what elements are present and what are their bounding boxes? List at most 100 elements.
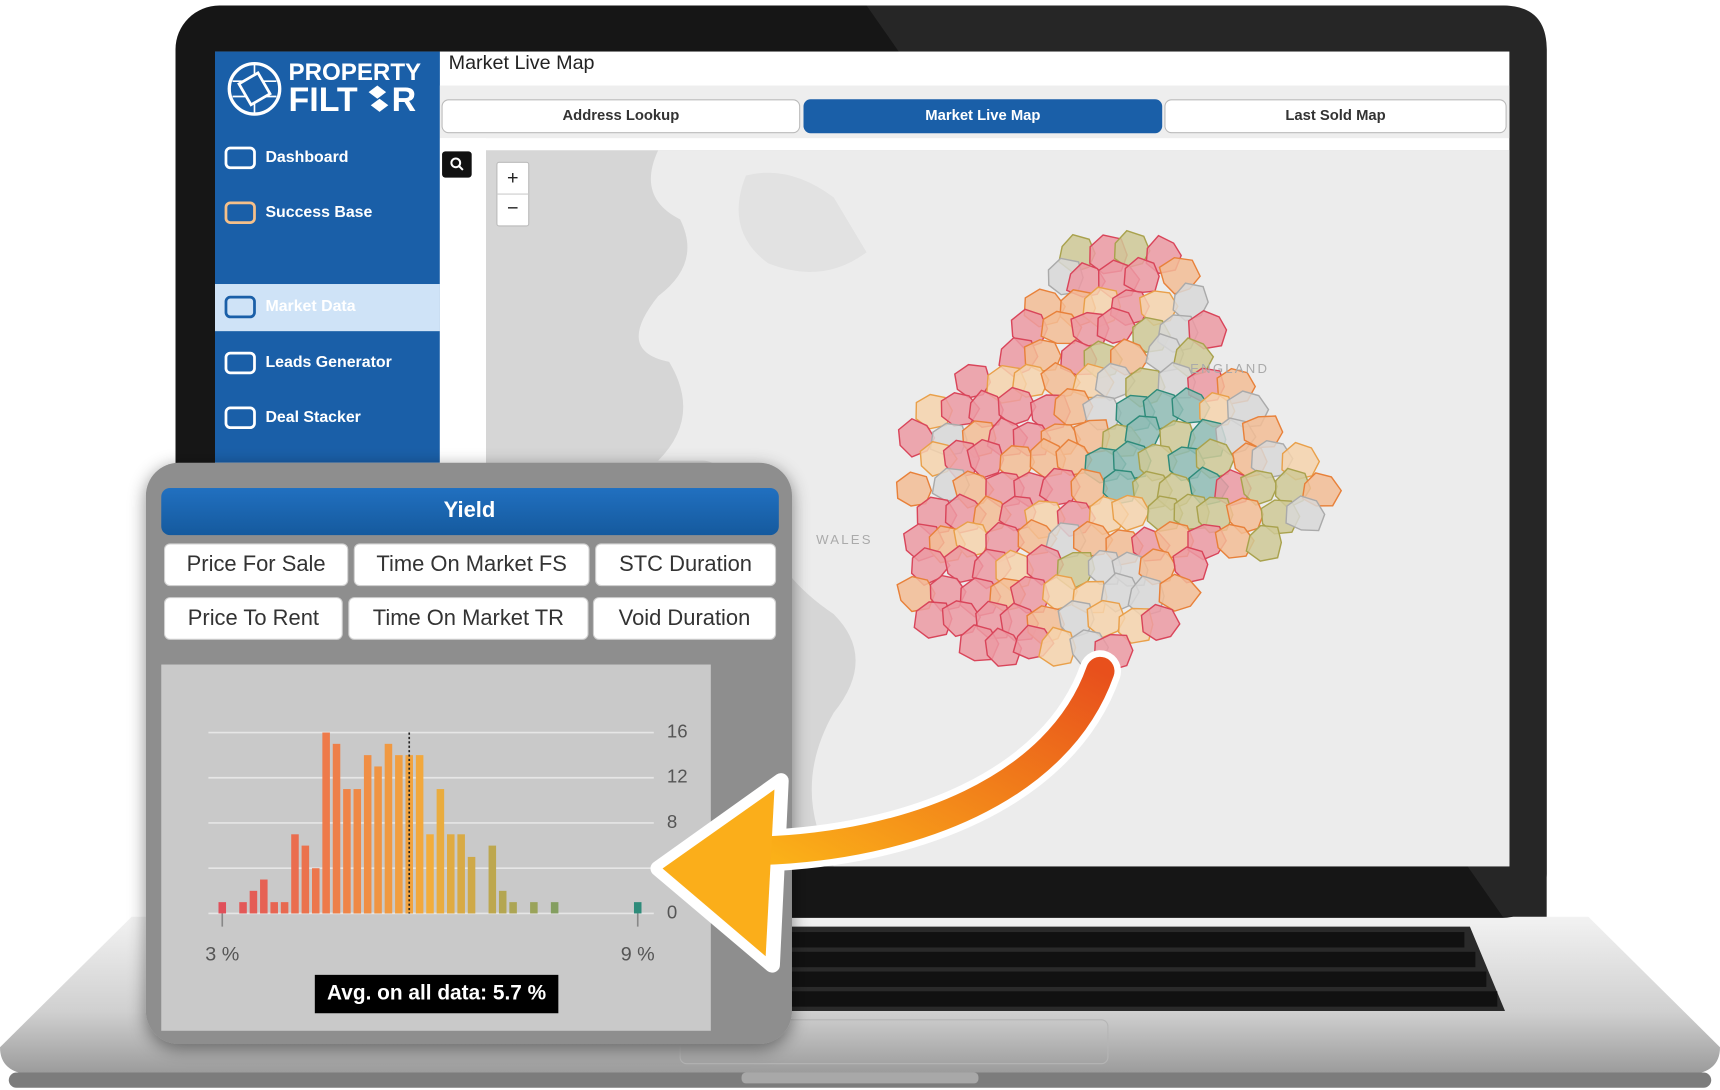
x-tick-label: 3 % bbox=[205, 943, 239, 965]
metric-button[interactable] bbox=[592, 597, 777, 640]
histogram-bar bbox=[550, 902, 559, 914]
panel-header bbox=[161, 487, 779, 536]
map-label: WALES bbox=[816, 532, 873, 547]
histogram-bar bbox=[322, 732, 330, 914]
y-tick-label: 0 bbox=[667, 901, 677, 922]
brand-line-2-end: R bbox=[392, 81, 417, 119]
map-region bbox=[1301, 472, 1343, 507]
nav-item[interactable]: Dashboard bbox=[265, 149, 348, 166]
map-region bbox=[997, 386, 1037, 426]
histogram-bar bbox=[509, 902, 517, 914]
metric-button[interactable] bbox=[163, 597, 343, 640]
histogram-bar bbox=[332, 743, 341, 914]
chart-area bbox=[161, 664, 711, 1031]
histogram-bar bbox=[498, 890, 507, 914]
avg-badge bbox=[314, 974, 559, 1014]
metric-button[interactable] bbox=[348, 597, 589, 640]
histogram-bar bbox=[384, 743, 393, 914]
map-region bbox=[1187, 309, 1228, 350]
nav-icon bbox=[224, 351, 256, 375]
histogram-bar bbox=[374, 766, 382, 914]
avg-label: Avg. on all data: 5.7 % bbox=[327, 982, 546, 1005]
histogram-bar bbox=[260, 879, 268, 914]
histogram-bar bbox=[633, 902, 642, 914]
map-region bbox=[1038, 626, 1077, 667]
metric-button-label[interactable]: Time On Market TR bbox=[373, 605, 564, 630]
histogram-bar bbox=[488, 845, 497, 914]
histogram-bar bbox=[280, 902, 289, 914]
metric-button[interactable] bbox=[353, 543, 590, 587]
tab[interactable] bbox=[803, 99, 1163, 134]
histogram-bar bbox=[363, 755, 372, 914]
map-region bbox=[1172, 546, 1209, 584]
y-tick-label: 16 bbox=[667, 720, 688, 741]
histogram-bar bbox=[249, 890, 258, 914]
x-tick-label: 9 % bbox=[621, 943, 655, 965]
metric-button[interactable] bbox=[595, 543, 777, 587]
nav-icon bbox=[224, 146, 256, 170]
page-title: Market Live Map bbox=[449, 52, 595, 74]
histogram-bar bbox=[467, 856, 476, 914]
map-region bbox=[984, 627, 1023, 667]
zoom-out[interactable]: − bbox=[507, 198, 519, 220]
histogram-bar bbox=[436, 789, 445, 914]
histogram-bar bbox=[447, 834, 455, 914]
map-label: ENGLAND bbox=[1190, 361, 1269, 376]
map-region bbox=[1225, 497, 1265, 535]
histogram-bar bbox=[301, 845, 310, 914]
histogram-bar bbox=[530, 902, 538, 914]
histogram-bar bbox=[395, 755, 403, 914]
panel-title: Yield bbox=[444, 497, 496, 522]
nav-active-bg bbox=[215, 284, 440, 332]
histogram-bar bbox=[353, 789, 362, 914]
map-region bbox=[1111, 494, 1151, 532]
nav-icon bbox=[224, 295, 256, 319]
map-region bbox=[1140, 603, 1181, 641]
nav-item[interactable]: Success Base bbox=[265, 204, 372, 221]
map-region bbox=[1158, 573, 1202, 612]
metric-button-label[interactable]: Void Duration bbox=[619, 605, 751, 630]
search-icon bbox=[450, 157, 462, 169]
metric-button-label[interactable]: Price To Rent bbox=[188, 605, 319, 630]
histogram-bar bbox=[311, 868, 320, 914]
map-region bbox=[1285, 495, 1326, 532]
yield-panel: Yield Price For Sale Time On Market FS STC… bbox=[145, 462, 792, 1044]
histogram-bar bbox=[415, 755, 424, 914]
map-region bbox=[1245, 524, 1283, 562]
nav-icon bbox=[224, 201, 256, 224]
tab[interactable] bbox=[441, 99, 801, 134]
map-region bbox=[1086, 599, 1126, 639]
tab-label[interactable]: Address Lookup bbox=[562, 108, 679, 124]
histogram-bar bbox=[291, 834, 299, 914]
metric-button-label[interactable]: STC Duration bbox=[619, 551, 752, 576]
logo: PROPERTY FILT R bbox=[227, 59, 421, 119]
nav-icon bbox=[224, 406, 256, 430]
metric-button-label[interactable]: Time On Market FS bbox=[376, 551, 566, 576]
tab-label[interactable]: Market Live Map bbox=[925, 108, 1040, 124]
main-header: Market Live Map Address Lookup Market Liv… bbox=[439, 52, 1510, 139]
map-region bbox=[1240, 469, 1279, 506]
map-search-button[interactable] bbox=[442, 151, 472, 178]
map-region bbox=[1011, 363, 1050, 398]
histogram-bar bbox=[457, 834, 465, 914]
y-tick-label: 12 bbox=[667, 766, 688, 787]
metric-button[interactable] bbox=[163, 543, 349, 587]
sidebar: PROPERTY FILT R Dashboard Success Base Mar… bbox=[215, 51, 440, 463]
map-region bbox=[1214, 523, 1255, 559]
map-region bbox=[1094, 362, 1136, 402]
histogram-bar bbox=[343, 789, 351, 914]
histogram-bar bbox=[270, 902, 278, 914]
tab[interactable] bbox=[1164, 99, 1507, 134]
nav-item[interactable]: Market Data bbox=[265, 298, 355, 315]
nav-item[interactable]: Deal Stacker bbox=[265, 409, 360, 426]
tab-label[interactable]: Last Sold Map bbox=[1285, 108, 1385, 124]
metric-button-label[interactable]: Price For Sale bbox=[187, 551, 326, 576]
brand-line-2: FILT bbox=[288, 81, 357, 119]
callout-arrow bbox=[650, 650, 1122, 973]
y-tick-label: 8 bbox=[667, 811, 677, 832]
zoom-in[interactable]: + bbox=[507, 167, 519, 189]
histogram-bar bbox=[218, 902, 227, 914]
brand-line-1: PROPERTY bbox=[288, 59, 421, 86]
nav-item[interactable]: Leads Generator bbox=[265, 354, 391, 371]
